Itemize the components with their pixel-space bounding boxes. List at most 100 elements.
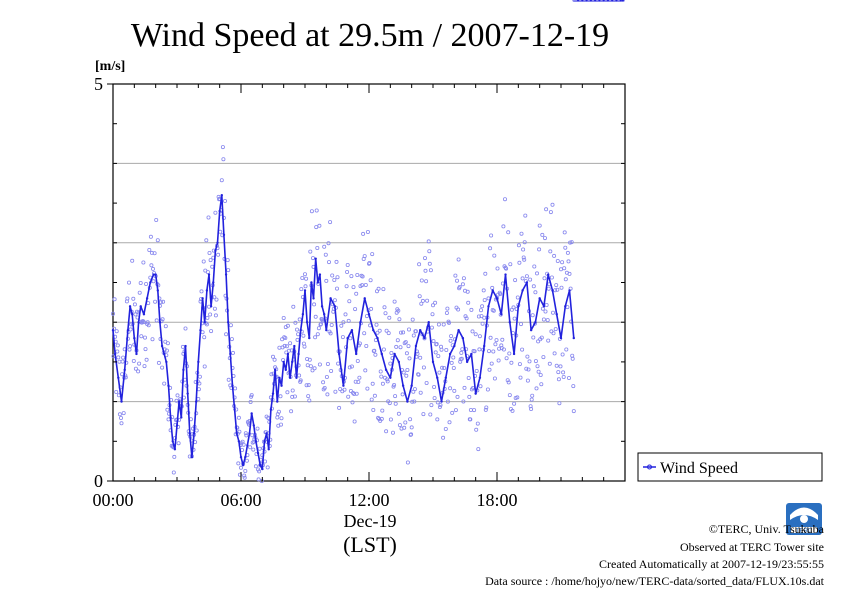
scatter-point xyxy=(547,361,552,366)
scatter-point xyxy=(432,396,437,401)
scatter-point xyxy=(430,303,435,308)
scatter-point xyxy=(387,401,392,406)
scatter-point xyxy=(142,364,147,369)
scatter-point xyxy=(183,326,188,331)
scatter-point xyxy=(515,295,520,300)
scatter-point xyxy=(318,321,323,326)
scatter-point xyxy=(290,394,295,399)
scatter-point xyxy=(354,391,359,396)
line-point xyxy=(252,424,255,427)
line-point xyxy=(250,412,253,415)
scatter-point xyxy=(355,272,360,277)
line-point xyxy=(538,297,541,300)
scatter-point xyxy=(508,262,513,267)
scatter-point xyxy=(562,266,567,271)
scatter-point xyxy=(482,298,487,303)
scatter-point xyxy=(347,365,352,370)
line-point xyxy=(512,352,516,356)
scatter-point xyxy=(130,258,135,263)
scatter-point xyxy=(335,275,340,280)
scatter-point xyxy=(139,334,144,339)
scatter-point xyxy=(418,390,423,395)
scatter-point xyxy=(435,400,440,405)
scatter-point xyxy=(567,271,572,276)
scatter-point xyxy=(204,322,209,327)
scatter-point xyxy=(162,381,167,386)
scatter-point xyxy=(510,408,515,413)
scatter-point xyxy=(285,390,290,395)
scatter-point xyxy=(121,411,126,416)
scatter-point xyxy=(345,269,350,274)
scatter-point xyxy=(330,273,335,278)
scatter-point xyxy=(566,259,571,264)
line-point xyxy=(241,463,245,467)
line-point xyxy=(367,313,371,316)
scatter-point xyxy=(446,320,451,325)
line-point xyxy=(269,408,273,411)
scatter-point xyxy=(310,256,315,261)
scatter-point xyxy=(349,274,354,279)
scatter-point xyxy=(374,322,379,327)
scatter-point xyxy=(342,387,347,392)
line-point xyxy=(169,416,172,419)
line-point xyxy=(598,0,601,2)
line-point xyxy=(167,384,170,387)
scatter-point xyxy=(417,262,422,267)
line-point xyxy=(547,273,550,276)
scatter-point xyxy=(556,370,561,375)
scatter-point xyxy=(423,268,428,273)
scatter-point xyxy=(425,298,430,303)
line-point xyxy=(461,336,465,340)
scatter-point xyxy=(334,259,339,264)
scatter-point xyxy=(558,364,563,369)
scatter-point xyxy=(365,229,370,234)
scatter-point xyxy=(381,347,386,352)
scatter-point xyxy=(544,207,549,212)
scatter-point xyxy=(324,374,329,379)
scatter-point xyxy=(554,363,559,368)
credit-source: Data source : /home/hojyo/new/TERC-data/… xyxy=(485,574,825,588)
line-point xyxy=(508,321,511,324)
line-point xyxy=(224,273,228,276)
line-point xyxy=(457,328,460,332)
line-point xyxy=(619,0,622,2)
scatter-point xyxy=(407,356,412,361)
y-ticks: 05 xyxy=(94,74,625,491)
scatter-point xyxy=(241,442,246,447)
line-point xyxy=(244,455,247,459)
scatter-point xyxy=(521,255,526,260)
scatter-point xyxy=(137,361,142,366)
scatter-point xyxy=(133,366,138,371)
scatter-point xyxy=(570,356,575,361)
scatter-point xyxy=(436,322,441,327)
line-point xyxy=(299,328,302,332)
scatter-point xyxy=(248,445,253,450)
scatter-point xyxy=(444,347,449,352)
scatter-point xyxy=(269,372,274,377)
scatter-point xyxy=(329,322,334,327)
scatter-point xyxy=(494,338,499,343)
line-point xyxy=(288,376,292,379)
scatter-point xyxy=(473,332,478,337)
scatter-point xyxy=(249,393,254,398)
scatter-point xyxy=(278,422,283,427)
scatter-point xyxy=(308,249,313,254)
scatter-point xyxy=(293,320,298,325)
scatter-point xyxy=(456,307,461,312)
scatter-point xyxy=(536,369,541,374)
scatter-point xyxy=(221,157,226,162)
scatter-point xyxy=(322,244,327,249)
scatter-point xyxy=(144,357,149,362)
scatter-point xyxy=(439,347,444,352)
line-point xyxy=(551,289,554,292)
scatter-point xyxy=(563,245,568,250)
scatter-point xyxy=(453,408,458,413)
scatter-point xyxy=(308,364,313,369)
scatter-point xyxy=(176,441,181,446)
scatter-point xyxy=(156,360,161,365)
line-point xyxy=(483,344,486,348)
line-point xyxy=(117,376,120,379)
legend-label: Wind Speed xyxy=(660,460,738,477)
line-point xyxy=(271,392,275,395)
scatter-point xyxy=(242,473,247,478)
